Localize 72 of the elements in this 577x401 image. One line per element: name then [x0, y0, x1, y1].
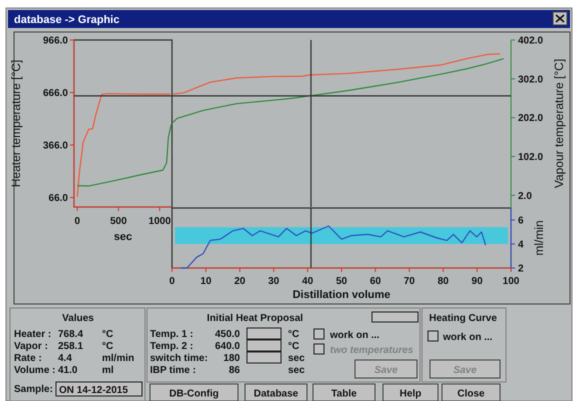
y-tick-label: 66.0 [48, 193, 68, 204]
y-tick-label: 366.0 [42, 140, 68, 152]
text: work on ... [329, 330, 380, 341]
y-tick-label: 666.0 [42, 88, 68, 100]
y2-tick-label: 102.0 [518, 152, 544, 164]
text: Save [453, 365, 478, 376]
text: °C [288, 341, 300, 352]
text: 258.1 [58, 341, 84, 352]
line-series [180, 225, 486, 269]
text: Database [254, 388, 299, 400]
text: work on ... [442, 332, 493, 343]
x-tick-label: 90 [472, 276, 484, 287]
y-axis-title: ml/min [532, 220, 546, 256]
text: °C [102, 341, 114, 352]
text: 41.0 [58, 365, 78, 376]
y2-tick-label: 2.0 [518, 190, 532, 202]
y-tick-label: 966.0 [42, 36, 68, 46]
text: sec [288, 353, 306, 364]
text: ON 14-12-2015 [59, 385, 128, 396]
x-tick-label: 0 [169, 276, 176, 287]
text: 180 [223, 353, 240, 364]
y2-tick-label: 202.0 [518, 113, 544, 124]
x-axis-title: Distillation volume [292, 289, 390, 301]
text: Vapor : [14, 341, 48, 352]
x-tick-label: 40 [302, 276, 314, 287]
x-tick-label: 70 [404, 276, 416, 287]
x-tick-label: 80 [438, 276, 450, 287]
x-tick-label: 500 [110, 216, 128, 227]
text: 640.0 [214, 341, 240, 352]
text: Table [331, 388, 358, 400]
text: 768.4 [58, 329, 84, 340]
text: Heater : [14, 329, 52, 340]
text: 450.0 [214, 329, 240, 340]
y-axis-title: Heater temperature [°C] [9, 60, 23, 188]
text: Close [457, 388, 486, 400]
text: sec [288, 365, 306, 376]
text: Rate : [14, 353, 42, 364]
text: switch time: [150, 353, 208, 364]
text: Help [400, 388, 422, 400]
text: Temp. 1 : [150, 329, 194, 340]
text: Temp. 2 : [150, 341, 194, 352]
text: °C [102, 329, 114, 340]
text: DB-Config [169, 388, 219, 400]
text: 86 [228, 365, 240, 376]
text: IBP time : [150, 365, 196, 376]
text: Values [62, 313, 94, 324]
x-tick-label: 100 [502, 276, 520, 287]
x-tick-label: 50 [336, 276, 348, 287]
x-tick-label: 1000 [148, 216, 172, 227]
y2-tick-label: 302.0 [518, 74, 544, 86]
text: 4.4 [58, 353, 72, 364]
x-axis-title: sec [114, 231, 132, 243]
y-tick-label: 2 [518, 264, 524, 274]
y-tick-label: 6 [518, 216, 524, 226]
text: ml [102, 365, 114, 376]
text: Heating Curve [429, 313, 498, 324]
y-tick-label: 4 [518, 240, 524, 250]
y2-axis-title: Vapour temperature [°C] [552, 58, 566, 188]
text: ml/min [102, 353, 134, 364]
y2-tick-label: 402.0 [518, 36, 544, 46]
text: Sample: [14, 384, 53, 395]
x-tick-label: 0 [74, 216, 81, 227]
x-tick-label: 60 [370, 276, 382, 287]
text: Volume : [14, 365, 56, 376]
text: two temperatures [330, 345, 414, 356]
text: Initial Heat Proposal [206, 313, 304, 324]
x-tick-label: 30 [268, 276, 280, 287]
text: Save [374, 365, 398, 376]
x-tick-label: 20 [234, 276, 246, 287]
x-tick-label: 10 [200, 276, 212, 287]
text: °C [288, 329, 300, 340]
text: database -> Graphic [14, 14, 120, 26]
